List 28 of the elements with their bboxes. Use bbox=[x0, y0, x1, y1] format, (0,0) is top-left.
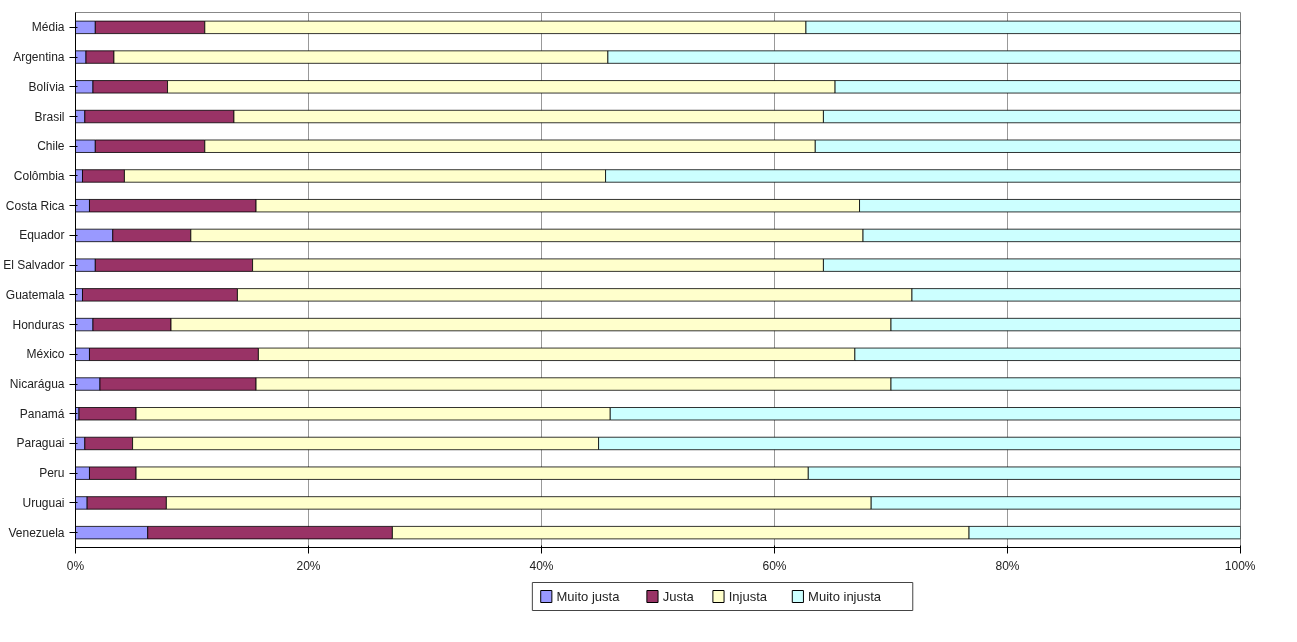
x-tick-label: 60% bbox=[762, 558, 787, 573]
legend-label: Injusta bbox=[728, 589, 768, 604]
y-tick-label: Venezuela bbox=[8, 525, 65, 540]
x-tick-label: 80% bbox=[995, 558, 1020, 573]
y-tick-label: Chile bbox=[37, 139, 65, 154]
y-tick-label: Costa Rica bbox=[5, 198, 65, 213]
y-tick-label: Argentina bbox=[13, 50, 65, 65]
y-tick-label: Colômbia bbox=[13, 168, 65, 183]
y-tick-label: Brasil bbox=[34, 109, 65, 124]
y-tick-label: Bolívia bbox=[28, 79, 65, 94]
x-tick-label: 100% bbox=[1224, 558, 1256, 573]
y-tick-label: Paraguai bbox=[16, 436, 65, 451]
y-tick-label: Uruguai bbox=[22, 495, 65, 510]
x-tick-label: 0% bbox=[66, 558, 85, 573]
x-tick-label: 20% bbox=[296, 558, 321, 573]
y-tick-label: Média bbox=[31, 20, 65, 35]
y-tick-label: Honduras bbox=[12, 317, 65, 332]
legend-label: Muito injusta bbox=[808, 589, 882, 604]
y-tick-label: El Salvador bbox=[3, 258, 65, 273]
y-tick-label: Equador bbox=[19, 228, 65, 243]
x-tick-label: 40% bbox=[529, 558, 554, 573]
y-tick-label: Panamá bbox=[19, 406, 65, 421]
y-tick-label: Peru bbox=[39, 466, 65, 481]
y-tick-label: México bbox=[26, 347, 65, 362]
legend-label: Justa bbox=[662, 589, 695, 604]
legend-label: Muito justa bbox=[556, 589, 621, 604]
y-tick-label: Nicarágua bbox=[9, 377, 65, 392]
y-tick-label: Guatemala bbox=[5, 287, 65, 302]
